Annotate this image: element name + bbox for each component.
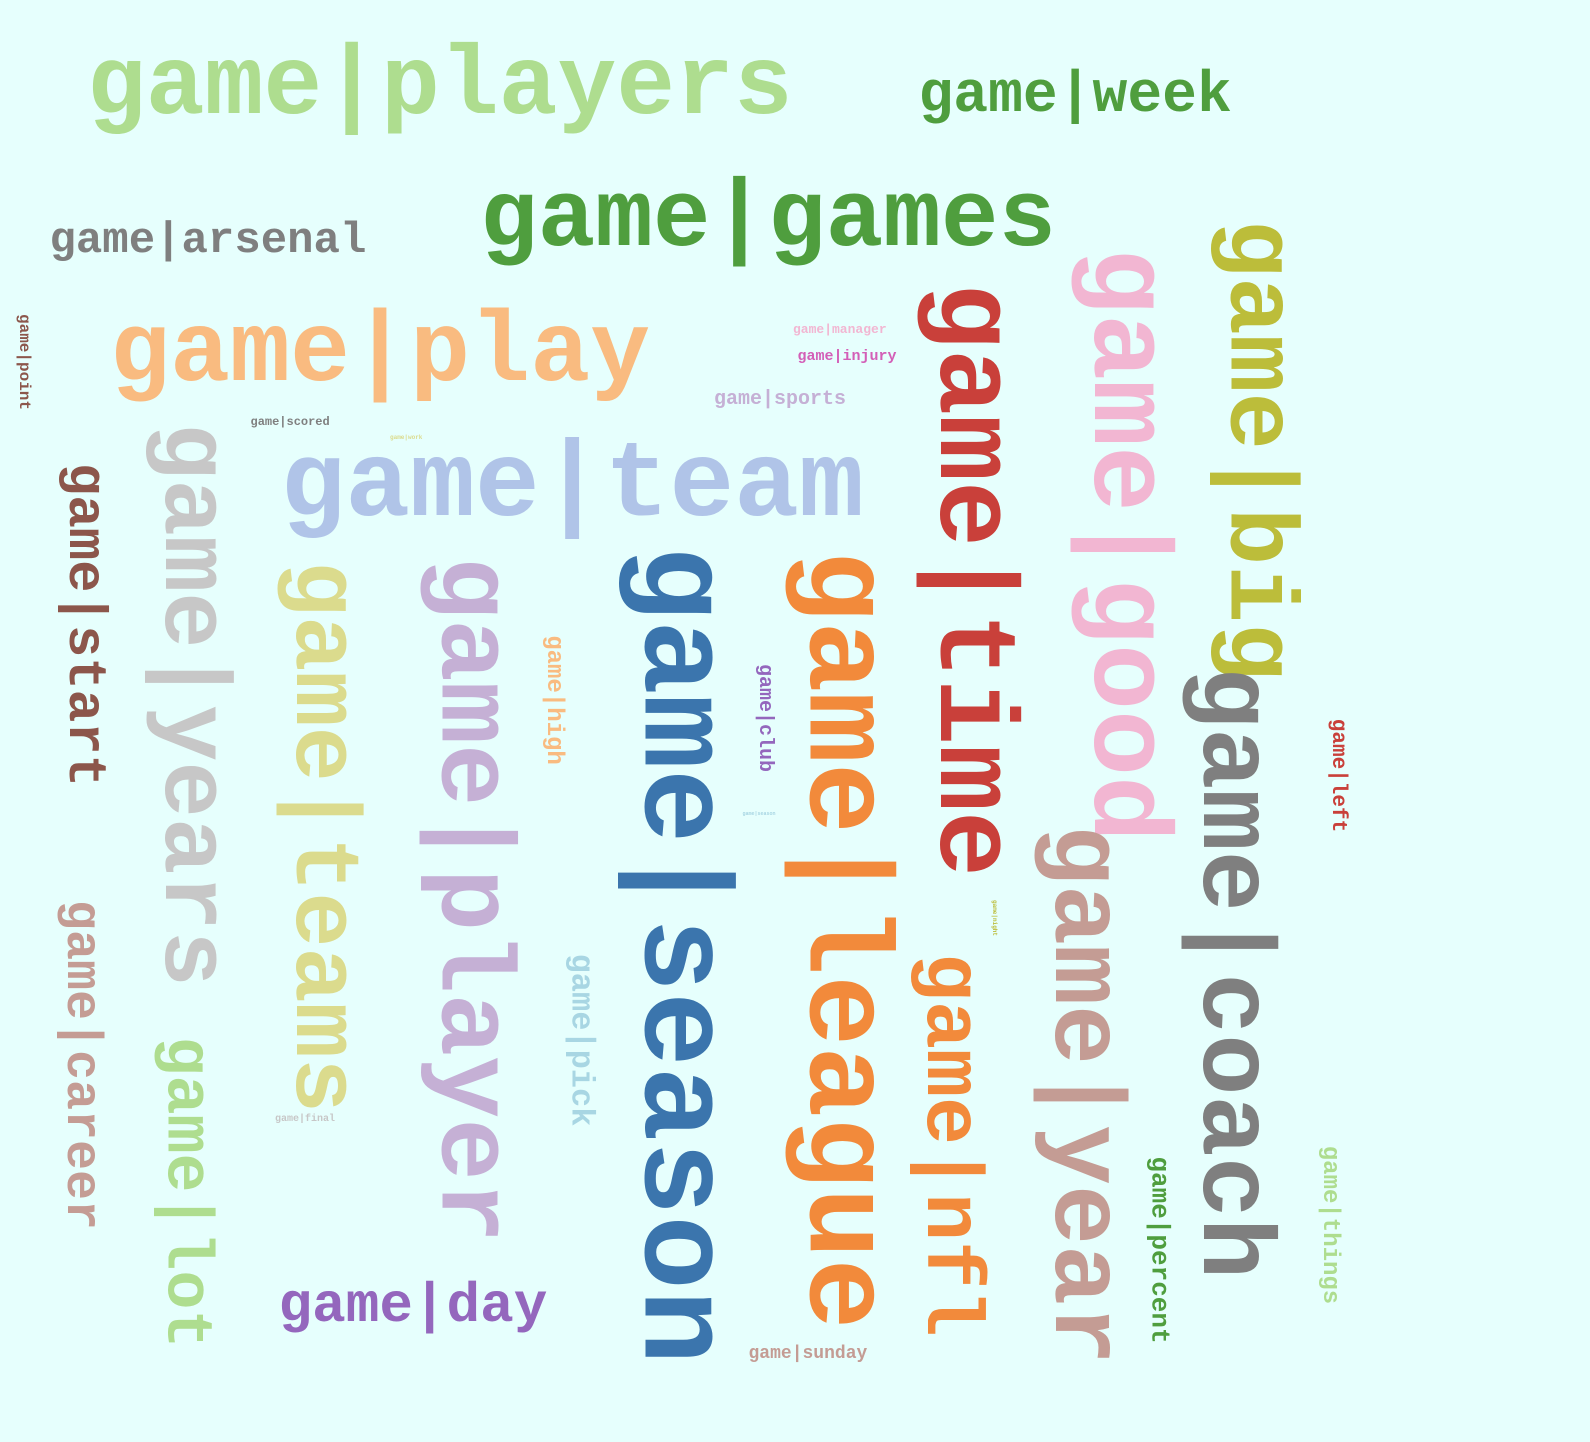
word-game-day: game|day (278, 1274, 548, 1338)
word-game-games: game|games (480, 165, 1057, 274)
word-game-start: game|start (53, 462, 115, 788)
word-game-manager: game|manager (793, 321, 887, 337)
word-game-left: game|left (1325, 718, 1349, 832)
word-game-sunday: game|sunday (748, 1344, 868, 1364)
word-game-scored: game|scored (250, 415, 330, 429)
word-game-play: game|play (110, 298, 651, 411)
word-game-night: game|night (991, 899, 999, 937)
word-game-percent: game|percent (1144, 1156, 1175, 1344)
word-game-injury: game|injury (797, 347, 897, 365)
word-game-year: game|year (1025, 824, 1139, 1366)
word-game-teams: game|teams (269, 560, 375, 1114)
word-game-season-tiny: game|season (742, 810, 776, 817)
word-game-team: game|team (280, 426, 864, 548)
word-game-point: game|point (15, 313, 34, 411)
word-game-career: game|career (52, 899, 110, 1231)
word-game-years: game|years (137, 422, 244, 988)
word-game-week-large: game|week (918, 64, 1232, 129)
word-game-final: game|final (275, 1114, 336, 1125)
word-game-league: game|league (773, 550, 907, 1330)
word-game-player: game|player (409, 556, 528, 1244)
word-game-nfl: game|nfl (903, 952, 995, 1338)
word-game-high: game|high (539, 635, 567, 765)
word-game-lot: game|lot (148, 1035, 223, 1349)
word-game-players: game|players (87, 32, 793, 143)
word-game-work: game|work (390, 434, 423, 441)
word-game-arsenal: game|arsenal (49, 216, 367, 266)
word-game-things: game|things (1316, 1145, 1344, 1305)
word-game-club: game|club (753, 663, 777, 773)
word-game-good: game|good (1061, 247, 1187, 843)
word-game-time: game|time (907, 282, 1033, 878)
word-game-pick: game|pick (561, 953, 599, 1127)
word-game-sports: game|sports (714, 388, 847, 411)
word-game-season: game|season (606, 545, 747, 1365)
word-game-coach: game|coach (1173, 666, 1290, 1280)
word-game-big: game|big (1201, 219, 1311, 681)
